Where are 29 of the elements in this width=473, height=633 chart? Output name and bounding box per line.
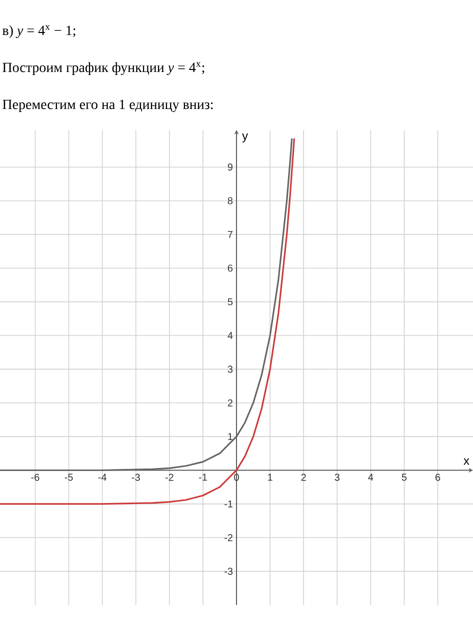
- x-tick-label: 1: [268, 474, 272, 481]
- y-tick-label: 7: [228, 230, 232, 238]
- y-tick-label: 5: [228, 298, 233, 306]
- y-tick-label: 4: [228, 332, 233, 339]
- y-tick-label: 2: [228, 399, 232, 406]
- y-tick-label: 1: [228, 433, 232, 440]
- x-tick-label: -2: [165, 474, 174, 481]
- x-tick-label: -3: [132, 474, 140, 481]
- y-tick-label: 9: [228, 164, 232, 171]
- y-tick-label: 8: [228, 197, 233, 204]
- y-tick-label: 6: [228, 264, 233, 272]
- x-tick-label: 6: [435, 474, 440, 481]
- chart-title: в) y = 4$^{x}$ − 1;: [2, 25, 76, 38]
- x-tick-label: 5: [402, 474, 407, 481]
- x-tick-label: -6: [31, 474, 40, 481]
- y-axis-title: y: [242, 134, 248, 142]
- y-tick-label: 3: [228, 366, 233, 373]
- x-tick-label: 3: [334, 474, 340, 481]
- x-tick-label: -4: [98, 474, 106, 481]
- text: Переместим его на 1 единицу вниз:: [2, 100, 213, 112]
- x-tick-label: 4: [368, 474, 374, 481]
- x-tick-label: -5: [64, 474, 73, 481]
- y-tick-label: -2: [224, 534, 232, 542]
- y-tick-label: -1: [224, 500, 232, 508]
- y-tick-label: -3: [224, 568, 233, 575]
- x-tick-label: -1: [198, 474, 207, 481]
- x-tick-label: 2: [301, 474, 306, 481]
- chart-subtitle: Построим график функции y = 4$^{x}$;: [2, 62, 204, 76]
- x-axis-title: x: [464, 458, 470, 465]
